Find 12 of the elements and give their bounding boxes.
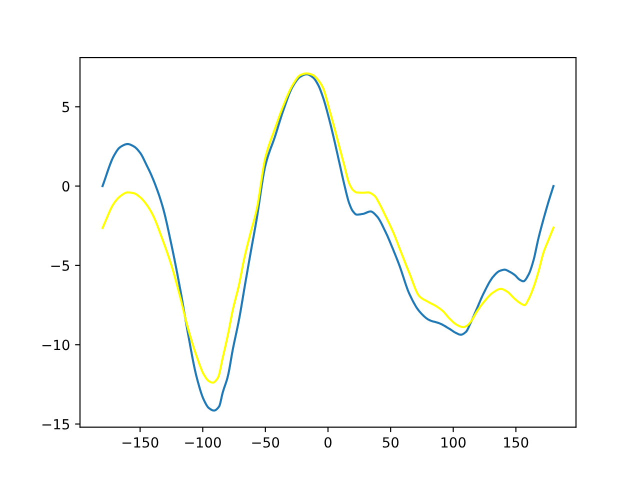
y-tick-label: −10: [42, 340, 70, 350]
x-tick-label: 50: [382, 437, 399, 448]
x-tick-label: 150: [504, 437, 528, 448]
x-tick-label: −100: [185, 437, 221, 448]
x-tick-label: 0: [324, 437, 332, 448]
y-tick-label: 5: [62, 102, 70, 112]
x-tick-label: 100: [442, 437, 466, 448]
y-tick-label: −15: [42, 419, 70, 430]
y-tick-label: 0: [62, 181, 70, 192]
x-tick-label: −50: [252, 437, 280, 448]
x-tick-label: −150: [122, 437, 158, 448]
y-tick-label: −5: [51, 260, 70, 271]
